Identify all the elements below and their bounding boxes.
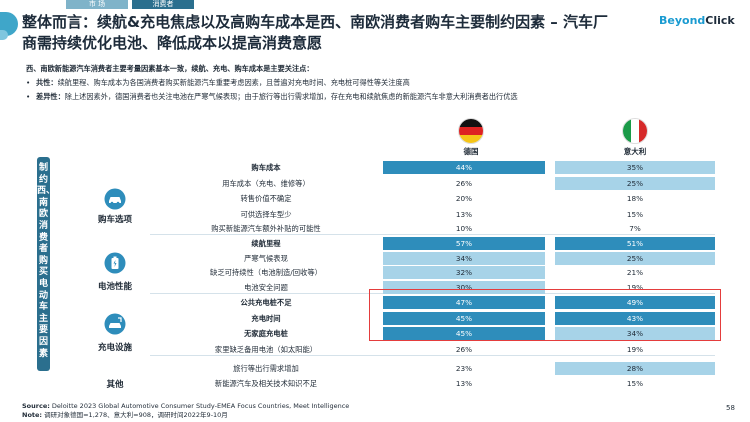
value-germany: 34%: [383, 252, 545, 265]
value-germany: 30%: [383, 281, 545, 294]
table-row: 可供选择车型少 13% 15%: [150, 208, 715, 221]
italy-flag-icon: [622, 118, 648, 144]
value-italy: 18%: [626, 194, 644, 203]
value-germany: 45%: [383, 327, 545, 340]
group-purchase: 购车选项: [97, 215, 132, 225]
tab-consumer[interactable]: 消费者: [132, 0, 194, 9]
value-germany: 13%: [455, 210, 473, 219]
germany-flag-icon: [458, 118, 484, 144]
row-label: 充电时间: [251, 314, 281, 323]
value-italy: 49%: [555, 296, 715, 309]
table-row: 严寒气候表现 34% 25%: [150, 252, 715, 265]
table-row: 无家庭充电桩 45% 34%: [150, 327, 715, 340]
value-italy: 35%: [555, 161, 715, 174]
table-row: 转售价值不确定 20% 18%: [150, 192, 715, 205]
country-italy: 意大利: [623, 147, 647, 156]
intro-block: 西、南欧新能源汽车消费者主要考量因素基本一致，续航、充电、购车成本是主要关注点：…: [26, 62, 726, 104]
value-germany: 44%: [383, 161, 545, 174]
value-germany: 32%: [383, 266, 545, 279]
value-italy: 25%: [555, 177, 715, 190]
value-germany: 10%: [455, 224, 473, 233]
table-row: 缺乏可持续性（电池制造/回收等） 32% 21%: [150, 266, 715, 279]
row-label: 电池安全问题: [244, 283, 288, 292]
page-number: 58: [726, 404, 735, 412]
row-label: 购买新能源汽车额外补贴的可能性: [211, 224, 321, 233]
value-italy: 34%: [555, 327, 715, 340]
row-label: 无家庭充电桩: [244, 329, 288, 338]
value-germany: 47%: [383, 296, 545, 309]
row-label: 公共充电桩不足: [240, 298, 292, 307]
value-italy: 43%: [555, 312, 715, 325]
value-germany: 26%: [455, 179, 473, 188]
value-germany: 26%: [455, 345, 473, 354]
group-battery: 电池性能: [97, 282, 132, 292]
value-italy: 25%: [555, 252, 715, 265]
intro-lead: 西、南欧新能源汽车消费者主要考量因素基本一致，续航、充电、购车成本是主要关注点：: [26, 64, 314, 73]
value-italy: 28%: [555, 362, 715, 375]
value-italy: 19%: [626, 283, 644, 292]
group-other: 其他: [106, 380, 124, 390]
value-italy: 19%: [626, 345, 644, 354]
source-note: Source: Deloitte 2023 Global Automotive …: [22, 402, 350, 419]
highlight-box: [369, 289, 721, 341]
table-row: 用车成本（充电、维修等） 26% 25%: [150, 177, 715, 190]
bullet-commonality: 共性：续航里程、购车成本为各国消费者购买新能源汽车重要考虑因素，且普遍对充电时间…: [26, 76, 726, 90]
value-germany: 23%: [455, 364, 473, 373]
row-label: 缺乏可持续性（电池制造/回收等）: [210, 268, 322, 277]
table-row: 购买新能源汽车额外补贴的可能性 10% 7%: [150, 222, 715, 235]
sidebar-label: 制约西、南欧消费者购买电动车主要因素: [37, 157, 55, 371]
page-title: 整体而言：续航&充电焦虑以及高购车成本是西、南欧消费者购车主要制约因素 – 汽车…: [22, 13, 609, 52]
table-row: 电池安全问题 30% 19%: [150, 281, 715, 294]
table-row: 旅行等出行需求增加 23% 28%: [150, 362, 715, 375]
row-label: 可供选择车型少: [240, 210, 292, 219]
charging-car-icon: [104, 313, 126, 335]
car-icon: [104, 188, 126, 210]
row-label: 转售价值不确定: [240, 194, 292, 203]
table-row: 家里缺乏备用电池（如太阳能） 26% 19%: [150, 343, 715, 356]
value-italy: 15%: [626, 210, 644, 219]
row-label: 旅行等出行需求增加: [233, 364, 299, 373]
table-row: 续航里程 57% 51%: [150, 237, 715, 250]
row-label: 用车成本（充电、维修等）: [222, 179, 310, 188]
value-germany: 13%: [455, 379, 473, 388]
row-label: 购车成本: [251, 163, 281, 172]
table-row: 购车成本 44% 35%: [150, 161, 715, 174]
table-row: 公共充电桩不足 47% 49%: [150, 296, 715, 309]
table-row: 新能源汽车及相关技术知识不足 13% 15%: [150, 377, 715, 390]
value-italy: 21%: [626, 268, 644, 277]
tab-market[interactable]: 市 场: [66, 0, 128, 9]
table-row: 充电时间 45% 43%: [150, 312, 715, 325]
group-charging: 充电设施: [97, 343, 132, 353]
top-nav: 市 场 消费者: [0, 0, 750, 9]
value-germany: 45%: [383, 312, 545, 325]
value-germany: 20%: [455, 194, 473, 203]
row-label: 新能源汽车及相关技术知识不足: [214, 379, 318, 388]
row-label: 严寒气候表现: [244, 254, 288, 263]
value-italy: 7%: [629, 224, 641, 233]
beyondclick-logo: BeyondClick: [659, 14, 735, 27]
value-italy: 51%: [555, 237, 715, 250]
row-label: 续航里程: [251, 239, 281, 248]
value-germany: 57%: [383, 237, 545, 250]
country-germany: 德国: [463, 147, 479, 156]
bullet-difference: 差异性：除上述因素外，德国消费者也关注电池在严寒气候表现；由于旅行等出行需求增加…: [26, 90, 726, 104]
accent-shape-small: [0, 30, 8, 40]
row-label: 家里缺乏备用电池（如太阳能）: [214, 345, 318, 354]
value-italy: 15%: [626, 379, 644, 388]
battery-icon: [104, 252, 126, 274]
